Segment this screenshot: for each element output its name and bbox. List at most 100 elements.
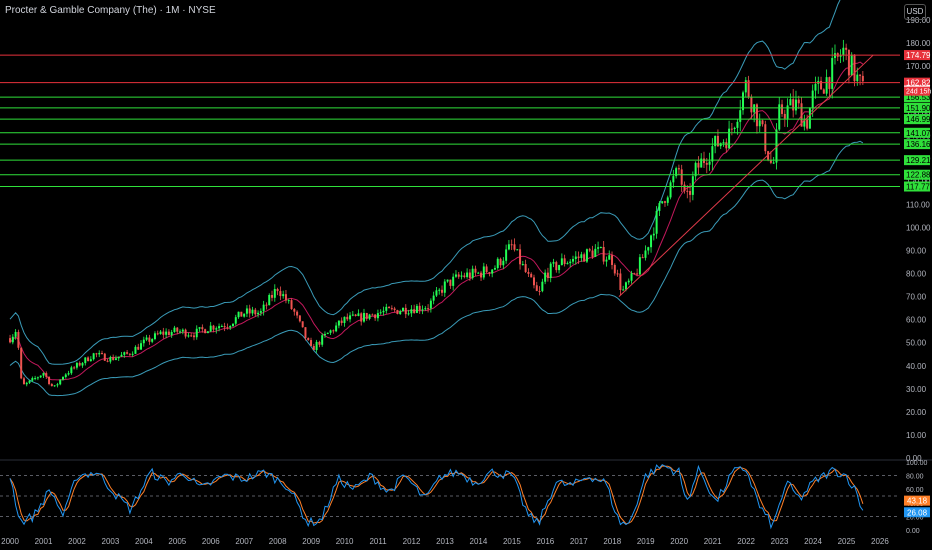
candle-body[interactable] [259, 311, 262, 313]
candle-body[interactable] [443, 281, 446, 293]
candle-body[interactable] [262, 304, 265, 312]
candle-body[interactable] [441, 289, 444, 293]
candle-body[interactable] [666, 197, 669, 203]
candle-body[interactable] [569, 261, 572, 264]
candle-body[interactable] [535, 285, 538, 291]
candle-body[interactable] [170, 332, 173, 336]
candle-body[interactable] [329, 330, 332, 333]
candle-body[interactable] [223, 326, 226, 328]
candle-body[interactable] [859, 74, 862, 76]
candle-body[interactable] [580, 254, 583, 259]
candle-body[interactable] [775, 129, 778, 163]
candle-body[interactable] [307, 337, 310, 341]
candle-body[interactable] [410, 309, 413, 314]
candle-body[interactable] [59, 379, 62, 385]
candle-body[interactable] [566, 263, 569, 265]
candle-body[interactable] [9, 338, 12, 343]
candle-body[interactable] [226, 327, 229, 329]
candle-body[interactable] [845, 47, 848, 50]
candle-body[interactable] [385, 306, 388, 311]
candle-body[interactable] [190, 335, 193, 337]
candle-body[interactable] [792, 99, 795, 111]
candle-body[interactable] [457, 274, 460, 277]
candle-body[interactable] [28, 380, 31, 383]
candle-body[interactable] [243, 313, 246, 317]
candle-body[interactable] [173, 327, 176, 333]
candle-body[interactable] [101, 353, 104, 355]
candle-body[interactable] [677, 168, 680, 170]
candle-body[interactable] [11, 336, 14, 343]
candle-body[interactable] [337, 320, 340, 326]
candle-body[interactable] [271, 295, 274, 298]
candle-body[interactable] [856, 74, 859, 82]
candle-body[interactable] [438, 289, 441, 291]
trendline-line[interactable] [618, 54, 874, 297]
candle-body[interactable] [365, 312, 368, 319]
candle-body[interactable] [468, 272, 471, 278]
candle-body[interactable] [371, 314, 374, 316]
candle-body[interactable] [831, 57, 834, 89]
candle-body[interactable] [248, 308, 251, 314]
candle-body[interactable] [20, 347, 23, 379]
candle-body[interactable] [78, 362, 81, 366]
candle-body[interactable] [109, 357, 112, 362]
candle-body[interactable] [663, 201, 666, 203]
candle-body[interactable] [204, 329, 207, 334]
candle-body[interactable] [234, 317, 237, 324]
candle-body[interactable] [229, 326, 232, 328]
trendline[interactable] [618, 54, 874, 297]
candle-body[interactable] [655, 210, 658, 234]
candle-body[interactable] [396, 310, 399, 315]
candle-body[interactable] [599, 246, 602, 248]
candle-body[interactable] [591, 250, 594, 257]
candle-body[interactable] [822, 89, 825, 94]
candle-body[interactable] [594, 248, 597, 257]
candle-body[interactable] [393, 308, 396, 311]
candle-body[interactable] [192, 335, 195, 338]
candle-body[interactable] [257, 312, 260, 315]
candle-body[interactable] [513, 244, 516, 250]
candle-body[interactable] [524, 264, 527, 272]
candle-body[interactable] [691, 176, 694, 195]
candle-body[interactable] [641, 257, 644, 259]
candle-body[interactable] [131, 353, 134, 355]
candle-body[interactable] [290, 300, 293, 310]
candle-body[interactable] [493, 268, 496, 270]
candle-body[interactable] [382, 310, 385, 313]
candle-body[interactable] [304, 327, 307, 338]
candle-body[interactable] [335, 325, 338, 332]
candle-body[interactable] [424, 308, 427, 310]
candle-body[interactable] [67, 373, 70, 375]
candle-body[interactable] [552, 262, 555, 264]
candle-body[interactable] [310, 340, 313, 346]
candle-body[interactable] [689, 191, 692, 195]
candle-body[interactable] [683, 184, 686, 191]
candle-body[interactable] [833, 53, 836, 58]
candle-body[interactable] [220, 326, 223, 328]
candle-body[interactable] [81, 363, 84, 366]
candle-body[interactable] [803, 119, 806, 127]
candle-body[interactable] [466, 272, 469, 278]
candle-body[interactable] [624, 282, 627, 290]
candle-body[interactable] [577, 256, 580, 259]
candle-body[interactable] [106, 360, 109, 362]
candle-body[interactable] [388, 306, 391, 309]
candle-body[interactable] [638, 257, 641, 275]
candle-body[interactable] [781, 104, 784, 114]
candle-body[interactable] [800, 103, 803, 127]
candle-body[interactable] [482, 266, 485, 278]
candle-body[interactable] [636, 273, 639, 275]
candle-body[interactable] [36, 377, 39, 379]
candle-body[interactable] [435, 290, 438, 296]
candle-body[interactable] [218, 326, 221, 329]
candle-body[interactable] [616, 273, 619, 275]
candle-body[interactable] [769, 159, 772, 163]
candle-body[interactable] [747, 80, 750, 97]
candle-body[interactable] [176, 327, 179, 332]
candle-body[interactable] [488, 272, 491, 274]
candle-body[interactable] [541, 281, 544, 292]
currency-button[interactable]: USD [904, 4, 926, 20]
candle-body[interactable] [254, 309, 257, 315]
candle-body[interactable] [357, 313, 360, 317]
